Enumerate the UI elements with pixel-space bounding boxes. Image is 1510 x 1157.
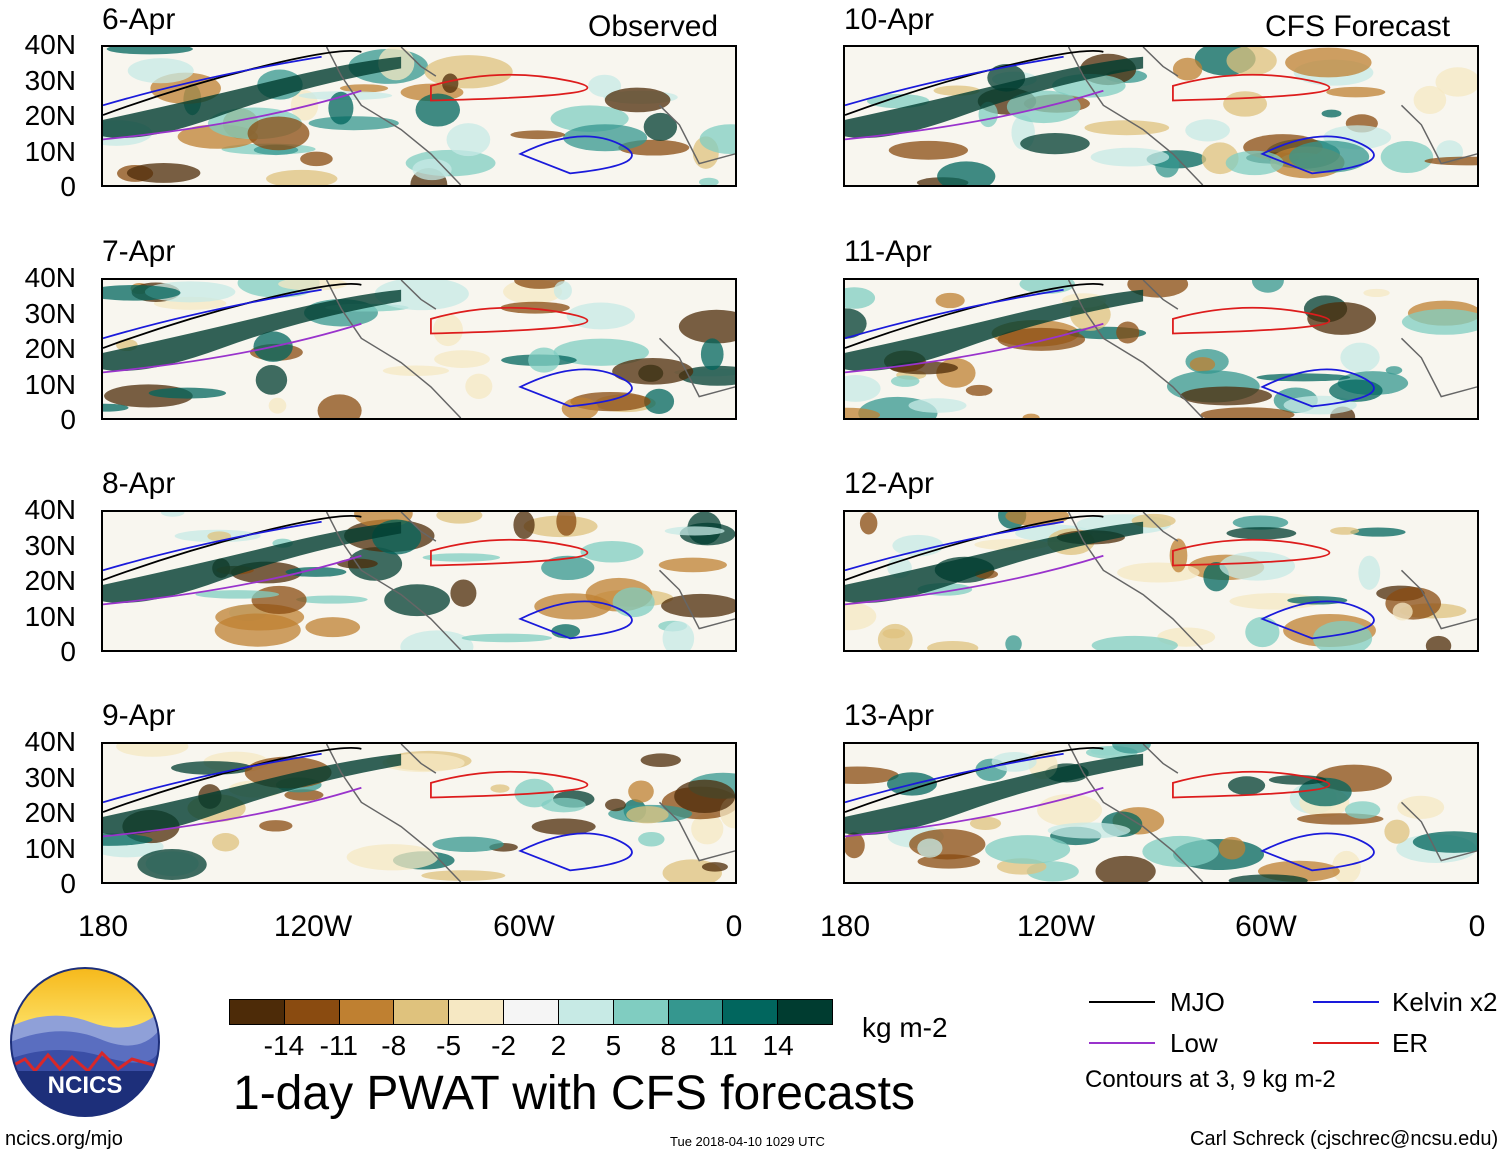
colorbar-units: kg m-2 [862, 1012, 948, 1043]
footer-credit: Carl Schreck (cjschrec@ncsu.edu) [1190, 1128, 1499, 1150]
panel-date-7apr: 7-Apr [102, 235, 176, 268]
colorbar-swatch [723, 1000, 779, 1024]
observed-title: Observed [588, 10, 719, 43]
colorbar [229, 999, 833, 1025]
lat-label-40n-row4: 40N [24, 726, 76, 757]
colorbar-tick-label: 11 [708, 1030, 738, 1061]
colorbar-tick-label: -8 [381, 1030, 407, 1061]
panel-date-8apr: 8-Apr [102, 467, 176, 500]
lat-label-10n-row1: 10N [24, 135, 76, 167]
colorbar-tick-label: 14 [762, 1030, 794, 1061]
colorbar-tick-label: -2 [491, 1030, 516, 1061]
lon-label-180-left: 180 [77, 910, 129, 943]
map-panel-9apr [101, 742, 737, 884]
map-panel-7apr [101, 278, 737, 420]
legend-line-low [1089, 1042, 1155, 1044]
legend-line-kelvin [1313, 1001, 1379, 1003]
lon-label-120w-right: 120W [1016, 910, 1096, 943]
lat-label-20n-row1: 20N [24, 100, 76, 131]
colorbar-tick-label: 5 [605, 1030, 622, 1061]
lat-label-30n-row4: 30N [24, 761, 76, 793]
panel-date-12apr: 12-Apr [844, 467, 935, 500]
colorbar-tick-label: 2 [550, 1030, 567, 1061]
lat-label-40n-row3: 40N [24, 494, 76, 525]
colorbar-swatch [284, 1000, 340, 1024]
lat-label-0-row3: 0 [60, 636, 76, 667]
colorbar-swatch [613, 1000, 669, 1024]
lon-label-0-right: 0 [1468, 910, 1486, 943]
lat-label-40n-row2: 40N [24, 262, 76, 293]
lat-label-10n-row3: 10N [24, 600, 76, 632]
colorbar-swatch [668, 1000, 724, 1024]
legend-label-kelvin: Kelvin x2 [1392, 987, 1498, 1017]
lat-label-0-row2: 0 [60, 404, 76, 435]
map-panel-10apr [843, 45, 1479, 187]
panel-date-10apr: 10-Apr [844, 3, 935, 36]
colorbar-swatch [778, 1000, 832, 1024]
panel-date-13apr: 13-Apr [844, 699, 935, 732]
logo-text: NCICS [48, 1072, 123, 1099]
legend-line-er [1313, 1042, 1379, 1044]
colorbar-swatch [339, 1000, 395, 1024]
legend-label-low: Low [1170, 1028, 1218, 1058]
legend-line-mjo [1089, 1001, 1155, 1003]
lat-label-10n-row4: 10N [24, 832, 76, 864]
lon-label-60w-right: 60W [1235, 910, 1297, 943]
legend-label-er: ER [1392, 1028, 1429, 1058]
lat-label-30n-row1: 30N [24, 64, 76, 96]
ncics-logo: NCICS [10, 967, 160, 1117]
main-title: 1-day PWAT with CFS forecasts [233, 1067, 915, 1120]
colorbar-tick-label: -5 [436, 1030, 462, 1061]
colorbar-swatch [394, 1000, 450, 1024]
lat-label-0-row4: 0 [60, 868, 76, 899]
footer-timestamp: Tue 2018-04-10 1029 UTC [670, 1134, 825, 1149]
colorbar-swatch [449, 1000, 505, 1024]
contour-note: Contours at 3, 9 kg m-2 [1085, 1066, 1336, 1093]
legend-label-mjo: MJO [1170, 987, 1225, 1017]
lat-label-30n-row3: 30N [24, 529, 76, 561]
colorbar-tick-label: -14 [263, 1030, 305, 1061]
forecast-title: CFS Forecast [1265, 10, 1451, 43]
map-panel-12apr [843, 510, 1479, 652]
lon-label-120w-left: 120W [273, 910, 353, 943]
lat-label-40n-row1: 40N [24, 29, 76, 60]
colorbar-tick-label: -11 [319, 1030, 359, 1061]
map-panel-8apr [101, 510, 737, 652]
lat-label-10n-row2: 10N [24, 368, 76, 400]
footer-website[interactable]: ncics.org/mjo [5, 1128, 123, 1150]
colorbar-swatch [558, 1000, 614, 1024]
lat-label-30n-row2: 30N [24, 297, 76, 329]
map-panel-11apr [843, 278, 1479, 420]
map-panel-6apr [101, 45, 737, 187]
map-panel-13apr [843, 742, 1479, 884]
lat-label-20n-row4: 20N [24, 797, 76, 828]
colorbar-swatch [230, 1000, 285, 1024]
colorbar-tick-label: 8 [660, 1030, 677, 1061]
panel-date-9apr: 9-Apr [102, 699, 176, 732]
lon-label-180-right: 180 [819, 910, 871, 943]
panel-date-6apr: 6-Apr [102, 3, 176, 36]
lon-label-0-left: 0 [725, 910, 743, 943]
lat-label-0-row1: 0 [60, 171, 76, 202]
lon-label-60w-left: 60W [493, 910, 555, 943]
colorbar-swatch [504, 1000, 559, 1024]
panel-date-11apr: 11-Apr [844, 235, 932, 268]
lat-label-20n-row3: 20N [24, 565, 76, 596]
lat-label-20n-row2: 20N [24, 333, 76, 364]
